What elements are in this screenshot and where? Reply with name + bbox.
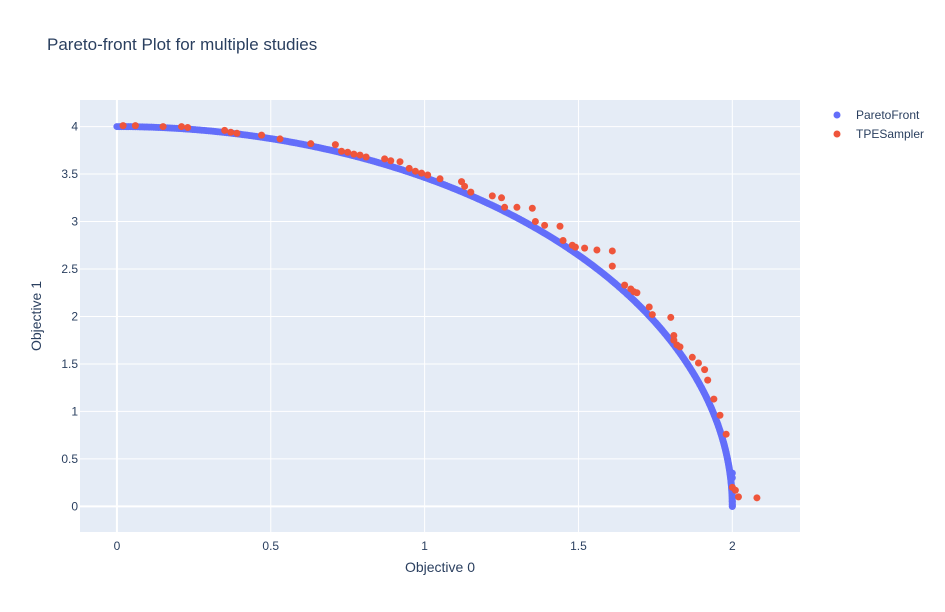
tpesampler-point [131,122,139,130]
tpesampler-point [418,169,426,177]
tpesampler-point [467,188,475,196]
tick-labels: 0 0.5 1 1.5 2 0 0.5 1 1.5 2 2.5 3 3.5 4 [61,120,736,553]
tpesampler-point [513,203,521,211]
tpesampler-point [734,493,742,501]
tpesampler-point [488,192,496,200]
tpesampler-point [221,126,229,134]
legend-item-tpesampler[interactable]: TPESampler [833,127,925,141]
tpesampler-point [338,147,346,155]
legend-label-paretofront: ParetoFront [856,108,920,122]
tpesampler-point [701,366,709,374]
legend-item-paretofront[interactable]: ParetoFront [833,108,921,122]
tpesampler-point [362,153,370,161]
tpesampler-point [667,313,675,321]
tpesampler-point [716,411,724,419]
tpesampler-point [648,311,656,319]
tpesampler-point [753,494,761,502]
x-axis-label: Objective 0 [405,559,475,575]
tpesampler-point [461,182,469,190]
tpesampler-point [411,167,419,175]
tpesampler-point [571,243,579,251]
y-tick-label: 0.5 [61,452,78,466]
tpesampler-point [356,151,364,159]
tpesampler-point [608,262,616,270]
legend[interactable]: ParetoFront TPESampler [833,108,925,141]
x-tick-label: 1.5 [570,539,587,553]
x-tick-label: 1 [421,539,428,553]
tpesampler-point [350,150,358,158]
tpesampler-point [731,486,739,494]
chart-title: Pareto-front Plot for multiple studies [47,35,317,54]
tpesampler-point [436,175,444,183]
tpesampler-point [387,157,395,165]
tpesampler-point [258,131,266,139]
tpesampler-point [593,246,601,254]
tpesampler-point [184,124,192,132]
tpesampler-point [227,128,235,136]
tpesampler-point [528,204,536,212]
tpesampler-point [396,158,404,166]
tpesampler-point [694,359,702,367]
tpesampler-point [498,194,506,202]
tpesampler-point [424,171,432,179]
tpesampler-point [331,141,339,149]
tpesampler-point [581,244,589,252]
tpesampler-point [501,203,509,211]
tpesampler-point [178,123,186,131]
tpesampler-point [645,303,653,311]
legend-marker-tpesampler [833,130,841,138]
tpesampler-point [556,222,564,230]
x-tick-label: 0 [114,539,121,553]
tpesampler-point [307,140,315,148]
tpesampler-point [722,430,730,438]
tpesampler-point [608,247,616,255]
tpesampler-point [710,395,718,403]
legend-label-tpesampler: TPESampler [856,127,924,141]
y-axis-label: Objective 1 [28,281,44,351]
y-tick-label: 2 [71,309,78,323]
tpesampler-point [381,155,389,163]
tpesampler-point [676,343,684,351]
y-tick-label: 1 [71,404,78,418]
data-series [113,122,761,510]
tpesampler-point [688,353,696,361]
y-tick-label: 1.5 [61,357,78,371]
paretofront-point [728,502,736,510]
tpesampler-point [704,376,712,384]
y-tick-label: 2.5 [61,262,78,276]
tpesampler-point [531,218,539,226]
tpesampler-point [233,129,241,137]
x-tick-label: 2 [729,539,736,553]
paretofront-point [728,474,736,482]
tpesampler-point [276,135,284,143]
tpesampler-point [344,148,352,156]
y-tick-label: 0 [71,499,78,513]
tpesampler-point [633,289,641,297]
series-tpesampler [119,122,761,502]
y-tick-label: 3 [71,215,78,229]
tpesampler-point [559,237,567,245]
tpesampler-point [159,123,167,131]
y-tick-label: 4 [71,120,78,134]
legend-marker-paretofront [833,111,841,119]
tpesampler-point [621,281,629,289]
tpesampler-point [405,164,413,172]
x-tick-label: 0.5 [262,539,279,553]
tpesampler-point [119,122,127,130]
tpesampler-point [541,221,549,229]
y-tick-label: 3.5 [61,167,78,181]
